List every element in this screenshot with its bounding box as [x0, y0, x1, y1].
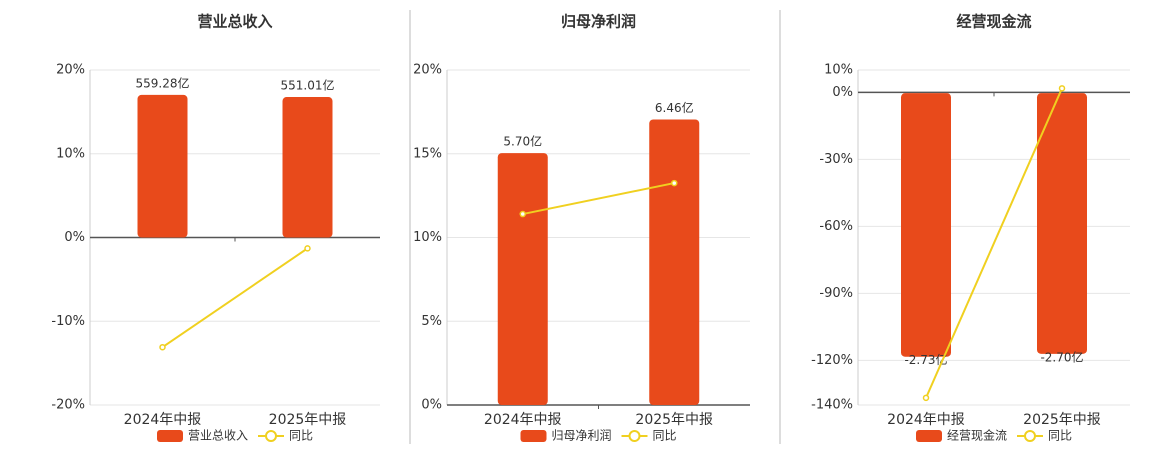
y-tick-label: -90%: [819, 286, 853, 301]
y-tick-label: -140%: [811, 398, 853, 413]
chart-title: 经营现金流: [956, 13, 1031, 31]
legend-label: 营业总收入: [188, 429, 248, 443]
legend-swatch: [628, 430, 641, 442]
legend-label: 同比: [289, 429, 313, 443]
legend-swatch: [1024, 430, 1036, 442]
data-label: 551.01亿: [281, 78, 335, 93]
data-label: -2.70亿: [1040, 349, 1083, 364]
line-point: [922, 394, 930, 402]
line-point: [671, 179, 678, 187]
legend-label: 经营现金流: [947, 428, 1007, 443]
x-tick-label: 2025年中报: [269, 412, 347, 428]
chart-title: 营业总收入: [197, 13, 272, 31]
legend-label: 归母净利润: [552, 429, 612, 443]
line-point: [519, 210, 526, 218]
legend-swatch: [520, 430, 547, 442]
y-tick-label: 0%: [64, 230, 85, 245]
legend-swatch: [916, 430, 942, 442]
x-tick-label: 2024年中报: [124, 412, 202, 428]
data-label: 5.70亿: [503, 134, 542, 149]
y-tick-label: -30%: [819, 152, 853, 167]
bar: [137, 94, 188, 238]
data-label: 559.28亿: [136, 75, 190, 90]
line: [925, 87, 1063, 399]
legend-swatch: [265, 430, 277, 442]
y-tick-label: -60%: [819, 219, 853, 234]
y-tick-label: -10%: [51, 314, 85, 329]
legend-label: 同比: [653, 429, 677, 443]
y-tick-label: 0%: [832, 85, 853, 100]
y-tick-label: 10%: [824, 63, 853, 78]
y-tick-label: 0%: [421, 398, 442, 413]
bar: [901, 93, 951, 357]
y-tick-label: 15%: [413, 146, 442, 161]
legend-label: 同比: [1048, 429, 1072, 443]
x-tick-label: 2025年中报: [635, 412, 713, 428]
data-label: 6.46亿: [655, 100, 694, 115]
line-point: [159, 343, 166, 351]
line: [161, 247, 309, 349]
y-tick-label: 10%: [56, 146, 85, 161]
bar: [282, 97, 333, 238]
bar: [649, 119, 700, 405]
y-tick-label: 5%: [421, 314, 442, 329]
line-point: [304, 245, 311, 252]
bar: [1037, 93, 1087, 354]
bar: [497, 153, 548, 405]
y-tick-label: 20%: [413, 63, 442, 78]
x-tick-label: 2024年中报: [887, 412, 965, 428]
chart-title: 归母净利润: [561, 13, 636, 31]
y-tick-label: -120%: [811, 353, 853, 368]
y-tick-label: 20%: [56, 63, 85, 78]
line-point: [1058, 85, 1066, 92]
legend-swatch: [157, 430, 183, 442]
data-label: -2.73亿: [904, 352, 947, 367]
y-tick-label: -20%: [51, 398, 85, 413]
x-tick-label: 2024年中报: [484, 412, 562, 428]
line: [522, 182, 675, 216]
y-tick-label: 10%: [413, 230, 442, 245]
x-tick-label: 2025年中报: [1023, 412, 1101, 428]
